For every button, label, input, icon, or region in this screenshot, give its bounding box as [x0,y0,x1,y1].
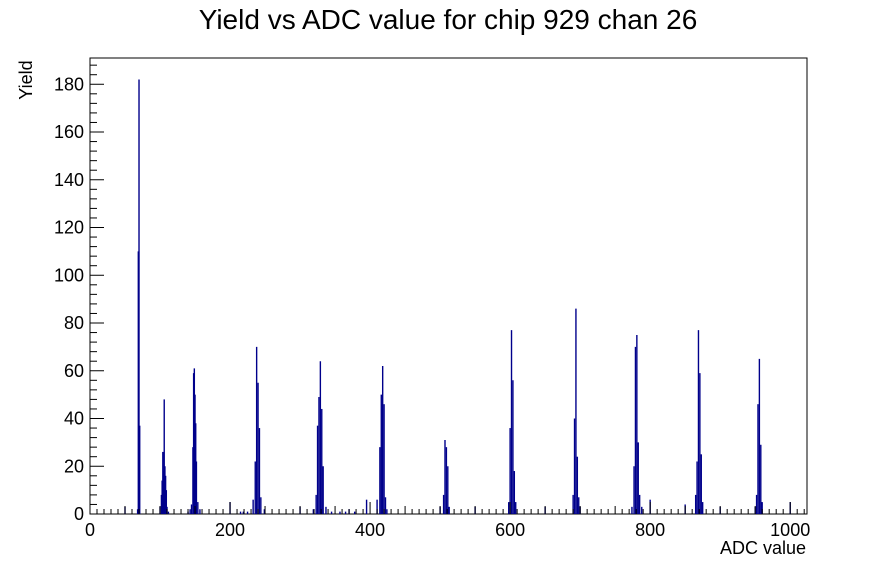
x-tick-label: 400 [355,520,385,540]
y-tick-label: 120 [54,218,84,238]
y-axis-ticks: 0 20 40 60 80 100 120 140 160 180 [54,64,104,524]
y-tick-label: 0 [74,504,84,524]
plot-frame [89,57,808,515]
y-tick-label: 140 [54,170,84,190]
y-tick-label: 180 [54,74,84,94]
x-axis-label: ADC value [719,538,806,558]
x-tick-label: 600 [495,520,525,540]
y-tick-label: 160 [54,122,84,142]
x-tick-label: 0 [85,520,95,540]
x-axis-ticks: 0 200 400 600 800 1000 [85,502,810,540]
chart-title: Yield vs ADC value for chip 929 chan 26 [198,4,698,35]
x-tick-label: 1000 [770,520,810,540]
histogram-bars [124,79,791,514]
x-tick-label: 800 [635,520,665,540]
y-tick-label: 20 [64,456,84,476]
x-tick-label: 200 [215,520,245,540]
y-tick-label: 80 [64,313,84,333]
y-tick-label: 100 [54,265,84,285]
y-tick-label: 40 [64,409,84,429]
y-tick-label: 60 [64,361,84,381]
